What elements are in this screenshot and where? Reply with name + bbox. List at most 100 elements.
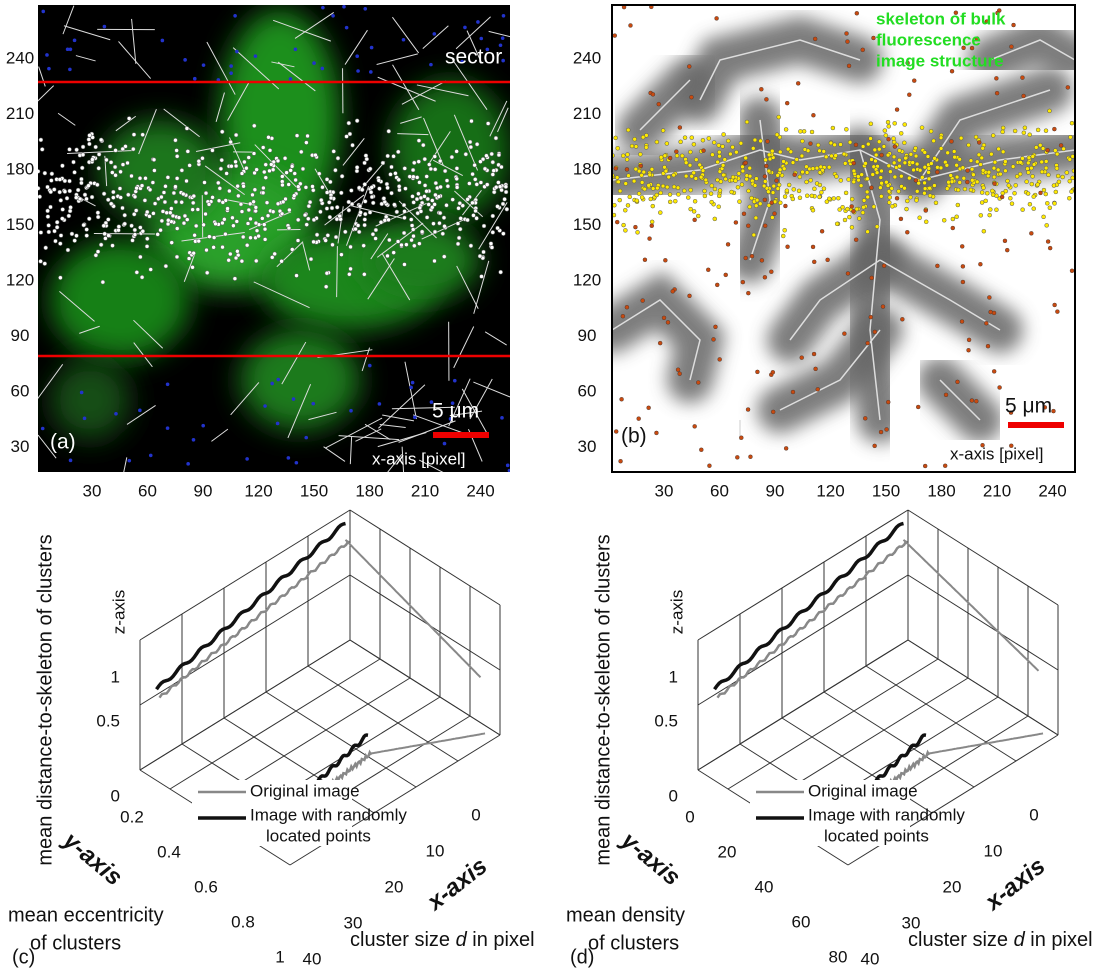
cluster-point [96, 211, 100, 215]
random-point [650, 224, 654, 228]
near-point [717, 154, 721, 158]
cluster-point [271, 168, 275, 172]
cluster-point [252, 151, 256, 155]
cluster-point [228, 252, 232, 256]
random-point [674, 150, 678, 154]
y-axis-label: y-axis [57, 826, 127, 891]
cluster-point [354, 227, 358, 231]
near-point [1038, 143, 1042, 147]
cluster-point [173, 138, 177, 142]
near-point [927, 170, 931, 174]
cluster-point [68, 209, 72, 213]
x-tick-label: 150 [300, 481, 328, 500]
near-point [993, 160, 997, 164]
near-point [887, 189, 891, 193]
random-point [1066, 85, 1070, 89]
cluster-point [328, 180, 332, 184]
cluster-point [196, 207, 200, 211]
near-point [641, 135, 645, 139]
random-point [628, 23, 632, 27]
near-point [929, 162, 933, 166]
near-point [782, 167, 786, 171]
near-point [625, 158, 629, 162]
random-point [899, 217, 903, 221]
cluster-point [130, 224, 134, 228]
cluster-point [135, 270, 139, 274]
cluster-point [319, 198, 323, 202]
near-point [791, 197, 795, 201]
near-point [665, 185, 669, 189]
random-point [974, 399, 978, 403]
cluster-point [370, 195, 374, 199]
cluster-point [53, 239, 57, 243]
cluster-point [145, 244, 149, 248]
near-point [1045, 201, 1049, 205]
random-point [724, 273, 728, 277]
near-point [633, 137, 637, 141]
cluster-point [216, 181, 220, 185]
random-point [814, 367, 818, 371]
cluster-point [267, 169, 271, 173]
cluster-point [484, 154, 488, 158]
random-point [1012, 23, 1016, 27]
near-point [694, 158, 698, 162]
near-point [888, 195, 892, 199]
cluster-point [393, 171, 397, 175]
cluster-point [134, 209, 138, 213]
grid-line [698, 510, 908, 640]
cluster-point [230, 216, 234, 220]
outside-point [235, 50, 239, 54]
cluster-point [117, 228, 121, 232]
y-tick-label: 0.4 [157, 842, 181, 861]
near-point [923, 150, 927, 154]
near-point [752, 233, 756, 237]
cluster-point [264, 163, 268, 167]
legend-label: Image with randomly [808, 805, 965, 824]
cluster-point [306, 217, 310, 221]
near-point [997, 147, 1001, 151]
x-tick-label: 120 [816, 481, 844, 500]
near-point [726, 139, 730, 143]
y-tick-label: 150 [573, 215, 601, 234]
near-point [844, 127, 848, 131]
near-point [969, 188, 973, 192]
near-point [897, 158, 901, 162]
cluster-point [143, 198, 147, 202]
random-point [895, 108, 899, 112]
cluster-point [343, 230, 347, 234]
outside-point [103, 25, 107, 29]
near-point [710, 153, 714, 157]
cluster-point [415, 197, 419, 201]
cluster-point [240, 210, 244, 214]
near-point [987, 170, 991, 174]
random-point [1053, 303, 1057, 307]
cluster-point [392, 203, 396, 207]
random-point [1048, 246, 1052, 250]
cluster-point [431, 222, 435, 226]
near-point [632, 179, 636, 183]
cluster-point [244, 166, 248, 170]
cluster-point [499, 270, 503, 274]
outside-point [368, 364, 372, 368]
random-point [785, 101, 789, 105]
cluster-point [123, 222, 127, 226]
near-point [869, 137, 873, 141]
near-point [961, 166, 965, 170]
outside-point [80, 391, 84, 395]
random-point [845, 31, 849, 35]
cluster-point [202, 223, 206, 227]
x-tick-label: 10 [426, 841, 445, 860]
near-point [884, 180, 888, 184]
cluster-point [501, 232, 505, 236]
y-tick-label: 20 [718, 842, 737, 861]
cluster-point [309, 257, 313, 261]
random-point [641, 299, 645, 303]
near-point [661, 128, 665, 132]
cluster-point [437, 221, 441, 225]
cluster-point [363, 223, 367, 227]
plot-c: 10.500.20.40.60.81403020100mean distance… [8, 510, 535, 968]
near-point [1001, 150, 1005, 154]
cluster-point [417, 160, 421, 164]
z-tick-label: 0.5 [654, 711, 678, 730]
random-point [935, 170, 939, 174]
